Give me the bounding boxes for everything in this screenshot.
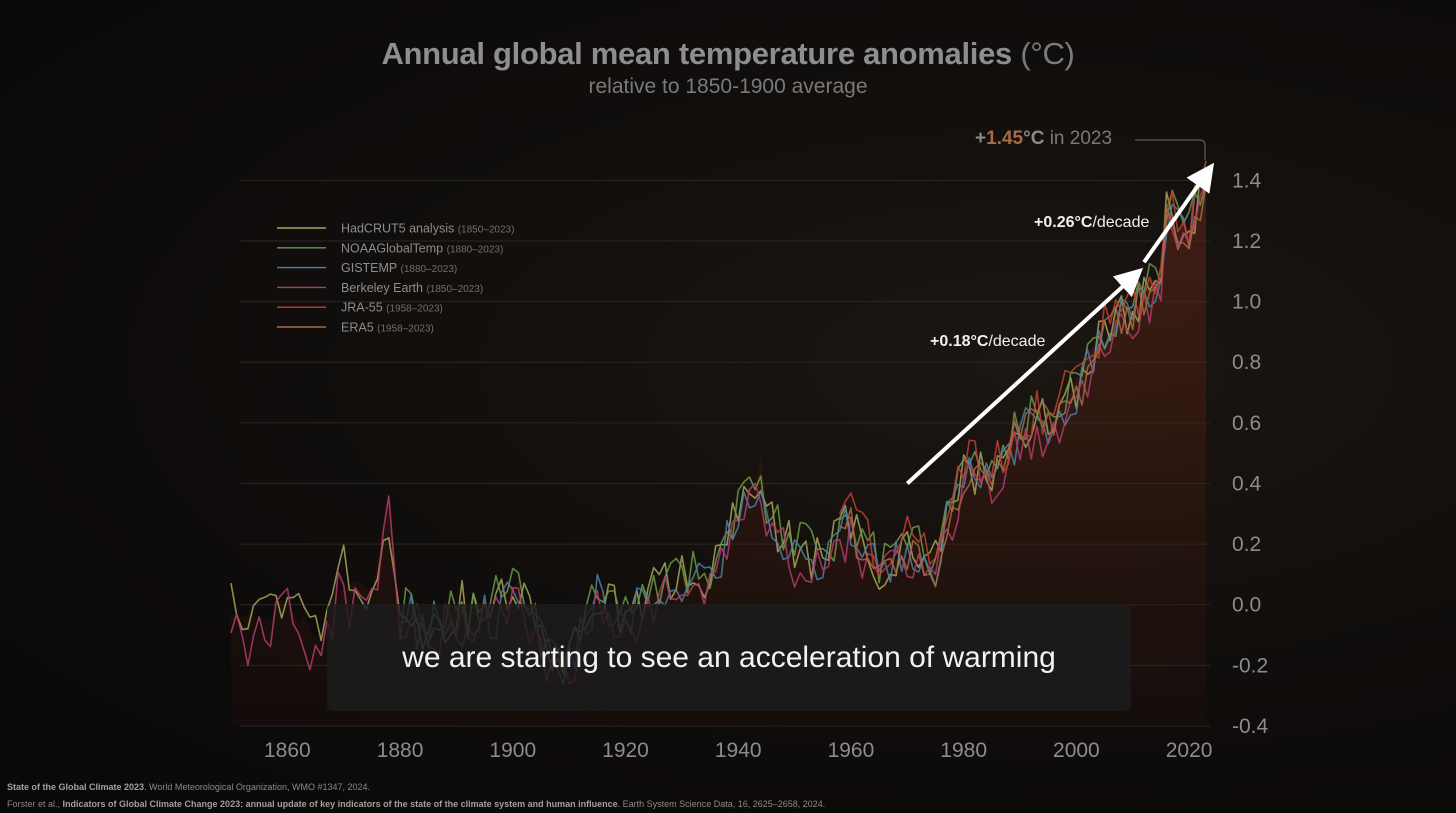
y-tick-label: 0.2 [1232, 533, 1261, 556]
legend-entry-name: GISTEMP [341, 261, 401, 275]
footer-citation-2: Forster et al., Indicators of Global Cli… [7, 799, 825, 809]
chart-title-main: Annual global mean temperature anomalies [381, 36, 1012, 71]
footer-citation-2-start: Forster et al., [7, 799, 63, 809]
trend-label-rest: /decade [988, 333, 1045, 350]
caption-text: we are starting to see an acceleration o… [402, 640, 1056, 674]
trend-label: +0.18°C/decade [930, 333, 1045, 350]
legend-entry-range: (1850–2023) [458, 225, 515, 236]
x-tick-label: 1960 [828, 739, 875, 762]
chart-title-unit: (°C) [1020, 36, 1075, 71]
x-tick-label: 1880 [377, 739, 424, 762]
annotation-plus: + [975, 128, 987, 149]
legend-entry: JRA-55 (1958–2023) [341, 301, 443, 315]
x-tick-label: 1860 [264, 739, 311, 762]
annotation-bracket-line [1135, 139, 1206, 160]
legend-entry-name: JRA-55 [341, 301, 386, 315]
trend-label: +0.26°C/decade [1034, 214, 1149, 231]
legend-entry-range: (1958–2023) [377, 324, 434, 335]
legend-entry: GISTEMP (1880–2023) [341, 261, 457, 275]
footer-citation-1-bold: State of the Global Climate 2023 [7, 782, 145, 792]
x-tick-label: 1920 [602, 739, 649, 762]
footer-citation-1-rest: . World Meteorological Organization, WMO… [144, 782, 370, 792]
legend-entry-range: (1850–2023) [426, 284, 483, 295]
trend-label-rest: /decade [1092, 214, 1149, 231]
y-tick-label: 0.6 [1232, 412, 1261, 435]
x-tick-label: 1900 [489, 739, 536, 762]
legend-entry-name: NOAAGlobalTemp [341, 241, 447, 255]
annotation-value: 1.45 [986, 128, 1024, 149]
y-tick-label: 0.4 [1232, 472, 1262, 495]
y-tick-label: 1.0 [1232, 291, 1261, 314]
footer-citation-1: State of the Global Climate 2023. World … [7, 782, 370, 792]
legend-entry-name: HadCRUT5 analysis [341, 222, 458, 236]
y-tick-label: -0.4 [1232, 715, 1269, 738]
series-line [838, 160, 1207, 576]
footer-citation-2-bold: Indicators of Global Climate Change 2023… [62, 799, 618, 809]
chart-subtitle: relative to 1850-1900 average [588, 75, 868, 98]
annotation-suffix: in 2023 [1044, 128, 1113, 149]
legend-entry-name: ERA5 [341, 321, 377, 335]
x-tick-label: 1980 [940, 739, 987, 762]
annotation-unit: °C [1023, 128, 1045, 149]
trend-label-bold: +0.26°C [1034, 214, 1093, 231]
legend-entry: ERA5 (1958–2023) [341, 321, 434, 335]
warming-area [231, 157, 1206, 727]
series-line [230, 170, 1207, 675]
x-tick-label: 2000 [1053, 739, 1100, 762]
y-tick-label: 0.8 [1232, 351, 1261, 374]
trend-label-bold: +0.18°C [930, 333, 989, 350]
series-line [839, 184, 1207, 588]
y-tick-label: 0.0 [1232, 594, 1261, 617]
x-tick-label: 1940 [715, 739, 762, 762]
legend-entry: HadCRUT5 analysis (1850–2023) [341, 222, 514, 236]
trend-arrow [905, 267, 1144, 485]
trend-arrow [1142, 162, 1215, 264]
footer-citation-2-rest: . Earth System Science Data, 16, 2625–26… [617, 799, 826, 809]
y-tick-label: 1.2 [1232, 230, 1261, 253]
legend-entry-range: (1958–2023) [386, 304, 443, 315]
latest-value-annotation: +1.45°C in 2023 [975, 128, 1112, 150]
legend-entry-name: Berkeley Earth [341, 281, 426, 295]
chart-title: Annual global mean temperature anomalies… [0, 36, 1456, 72]
legend-entry: Berkeley Earth (1850–2023) [341, 281, 483, 295]
series-line [230, 182, 1207, 685]
y-tick-label: -0.2 [1232, 654, 1268, 677]
caption-overlay: we are starting to see an acceleration o… [327, 604, 1131, 711]
legend-entry-range: (1880–2023) [401, 264, 458, 275]
legend-entry: NOAAGlobalTemp (1880–2023) [341, 241, 503, 255]
legend-entry-range: (1880–2023) [447, 244, 504, 255]
y-tick-label: 1.4 [1232, 169, 1262, 192]
x-tick-label: 2020 [1166, 739, 1213, 762]
